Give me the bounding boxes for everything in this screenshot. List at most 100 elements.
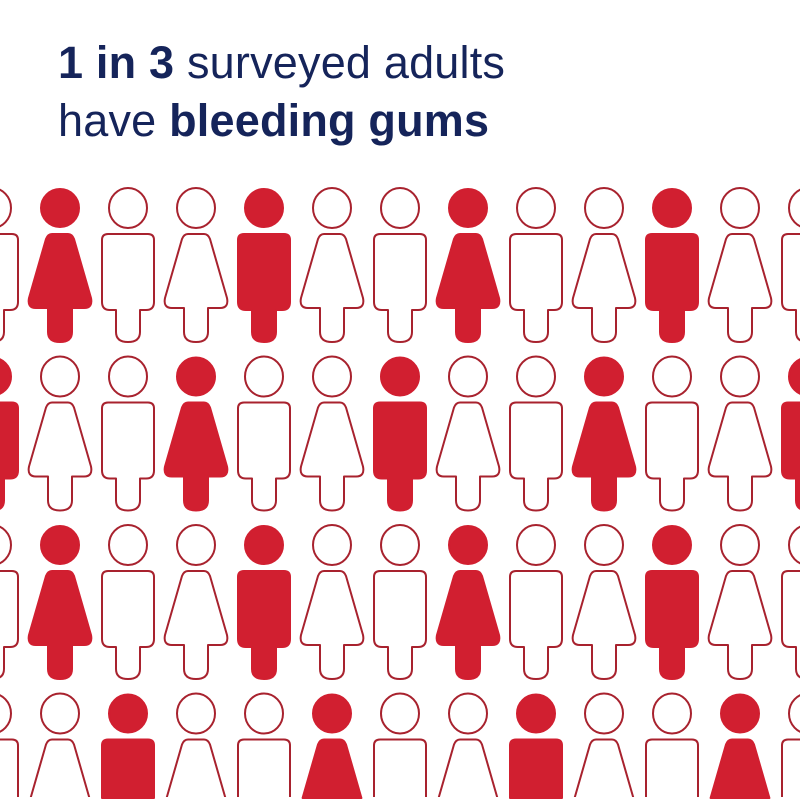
figure-head <box>652 355 692 398</box>
figure-edge-mask <box>432 797 504 800</box>
figure-body <box>0 570 19 679</box>
man-figure-icon <box>101 187 155 343</box>
figure-body <box>373 570 427 680</box>
woman-figure-icon <box>571 524 637 680</box>
figure-head <box>448 355 488 398</box>
woman-figure-icon <box>568 692 640 800</box>
highlighted-woman-figure-icon <box>163 356 229 512</box>
highlighted-woman-figure-icon <box>435 188 501 343</box>
figure-body <box>163 233 229 343</box>
figure-head <box>312 355 352 398</box>
figure-edge-mask <box>568 797 640 800</box>
figure-head <box>516 187 556 229</box>
figure-body <box>163 570 229 680</box>
figure-body <box>707 233 773 343</box>
highlighted-man-figure-icon <box>101 693 155 799</box>
figure-head <box>720 187 760 229</box>
figure-body <box>237 738 291 799</box>
woman-figure-icon <box>432 692 504 800</box>
figure-edge-mask <box>772 797 800 800</box>
woman-figure-icon <box>160 692 232 800</box>
highlighted-man-figure-icon <box>237 188 291 343</box>
figure-body <box>707 401 773 512</box>
figure-head <box>244 692 284 735</box>
figure-head <box>584 524 624 566</box>
figure-body <box>0 401 19 510</box>
woman-figure-icon <box>299 355 365 512</box>
headline-text: have <box>58 95 170 146</box>
figure-body <box>435 570 501 680</box>
headline-stat: 1 in 3 <box>58 37 175 88</box>
figure-body <box>509 738 563 799</box>
figure-body <box>27 401 93 512</box>
highlighted-man-figure-icon <box>0 358 19 510</box>
figure-body <box>509 570 563 680</box>
figure-body <box>301 738 363 799</box>
figure-head <box>176 187 216 229</box>
figure-body <box>373 401 427 512</box>
man-figure-icon <box>645 355 699 512</box>
woman-figure-icon <box>571 187 637 343</box>
pictogram-row <box>0 524 800 680</box>
woman-figure-icon <box>707 187 773 343</box>
figure-body <box>237 401 291 512</box>
woman-figure-icon <box>299 524 365 680</box>
figure-head <box>244 188 284 228</box>
figure-head <box>720 693 760 734</box>
figure-body <box>437 738 499 799</box>
figure-edge-mask <box>0 797 28 800</box>
figure-head <box>40 355 80 398</box>
figure-head <box>516 524 556 566</box>
pictogram-row <box>0 187 800 343</box>
figure-body <box>29 738 91 799</box>
figure-body <box>101 401 155 512</box>
figure-body <box>509 401 563 512</box>
figure-head <box>108 524 148 566</box>
figure-head <box>448 692 488 735</box>
figure-edge-mask <box>228 797 300 800</box>
figure-body <box>299 401 365 512</box>
figure-head <box>244 355 284 398</box>
figure-head <box>380 524 420 566</box>
figure-head <box>0 188 12 228</box>
figure-body <box>571 570 637 680</box>
woman-figure-icon <box>435 355 501 512</box>
figure-head <box>176 692 216 735</box>
figure-head <box>788 525 800 565</box>
figure-body <box>707 570 773 680</box>
highlighted-woman-figure-icon <box>571 356 637 512</box>
woman-figure-icon <box>299 187 365 343</box>
figure-head <box>652 188 692 228</box>
woman-figure-icon <box>27 355 93 512</box>
figure-body <box>165 738 227 799</box>
figure-body <box>645 401 699 512</box>
figure-body <box>0 233 19 342</box>
figure-body <box>299 233 365 343</box>
figure-head <box>652 525 692 565</box>
figure-head <box>176 356 216 397</box>
highlighted-man-figure-icon <box>645 525 699 680</box>
headline-text: surveyed adults <box>174 37 506 88</box>
figure-body <box>645 738 699 799</box>
figure-body <box>781 738 800 799</box>
highlighted-woman-figure-icon <box>301 693 363 799</box>
man-figure-icon <box>0 694 28 800</box>
highlighted-woman-figure-icon <box>27 525 93 680</box>
figure-head <box>788 358 800 395</box>
figure-body <box>571 401 637 512</box>
highlighted-man-figure-icon <box>373 356 427 512</box>
figure-body <box>571 233 637 343</box>
figure-body <box>645 570 699 680</box>
figure-body <box>645 233 699 343</box>
highlighted-man-figure-icon <box>509 693 563 799</box>
figure-head <box>40 692 80 735</box>
figure-head <box>40 525 80 565</box>
highlighted-woman-figure-icon <box>709 693 771 799</box>
figure-edge-mask <box>24 797 96 800</box>
figure-head <box>788 188 800 228</box>
figure-edge-mask <box>636 797 708 800</box>
figure-edge-mask <box>364 797 436 800</box>
figure-head <box>652 692 692 735</box>
figure-edge-mask <box>160 797 232 800</box>
figure-head <box>448 188 488 228</box>
